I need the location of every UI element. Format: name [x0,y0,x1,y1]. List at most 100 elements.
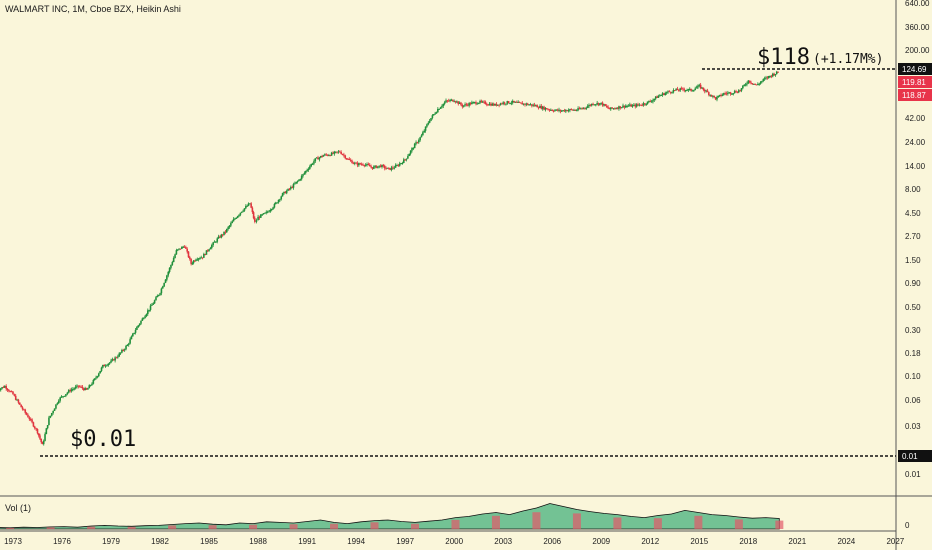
candle-body [401,162,404,164]
candle-body [770,75,773,77]
candle-body [630,104,632,107]
chart-title: WALMART INC, 1M, Cboe BZX, Heikin Ashi [5,4,181,14]
candle-body [291,187,293,189]
candle-body [287,188,289,191]
candle-body [614,108,616,110]
candle-body [392,167,394,169]
candle-body [605,105,608,107]
candle-body [755,84,758,86]
candle-body [20,404,22,408]
candle-body [251,207,254,213]
candle-body [190,258,192,264]
candle-body [347,158,349,160]
candle-body [405,158,408,160]
candle-body [386,167,389,169]
candle-body [72,388,74,390]
candle-body [49,415,52,418]
candle-body [424,126,427,131]
candle-body [37,433,40,436]
candle-body [487,104,490,106]
candle-body [52,411,54,414]
candle-body [225,228,228,233]
candle-body [663,93,665,95]
candle-body [678,90,680,92]
candle-body [464,104,466,106]
candle-body [656,96,658,98]
candle-body [153,300,156,304]
volume-down-bar [491,515,500,529]
candle-body [171,262,174,265]
candle-body [427,122,430,125]
candle-body [402,159,405,163]
candle-body [570,109,573,111]
candle-body [698,84,701,86]
candle-body [532,104,534,106]
volume-down-bar [410,523,419,529]
candle-body [304,170,307,173]
candle-body [777,71,779,73]
candle-body [506,101,509,104]
candle-body [330,152,333,156]
candle-body [609,107,612,110]
candle-body [728,92,731,94]
candle-body [528,104,530,106]
candle-body [472,102,475,104]
x-tick-label: 2015 [690,537,708,546]
candle-body [456,101,458,103]
candle-body [81,386,84,389]
candle-body [654,96,657,99]
candle-body [379,165,382,168]
y-tick-label: 0.06 [905,396,921,405]
candle-body [644,103,646,105]
candle-body [752,83,755,85]
candle-body [441,106,443,108]
candle-body [167,271,170,276]
candle-body [562,110,564,112]
candle-body [382,165,385,167]
candle-body [14,395,17,400]
candle-body [345,158,348,160]
candle-body [575,110,578,112]
candle-body [759,82,762,84]
candle-body [735,91,737,93]
candle-body [624,105,627,108]
candle-body [223,231,225,235]
candle-body [31,419,33,423]
x-tick-label: 2006 [543,537,561,546]
candle-body [130,336,133,340]
candle-body [156,295,159,298]
candle-body [434,113,436,115]
candle-body [683,89,686,91]
end-change-annotation: (+1.17M%) [813,52,883,67]
candle-body [501,103,503,105]
candle-body [627,105,630,107]
candle-body [660,94,662,96]
candle-body [164,279,167,283]
volume-down-bar [330,523,339,529]
candle-body [302,174,304,176]
volume-down-bar [289,524,298,529]
candle-body [296,181,299,183]
candle-body [481,101,484,103]
candle-body [322,155,325,157]
candle-body [32,422,35,427]
candle-body [254,218,256,222]
candle-body [57,400,60,404]
y-tick-label: 0.18 [905,349,921,358]
candle-body [333,151,336,154]
candle-body [524,103,526,105]
candle-body [50,413,53,416]
candle-body [310,164,313,167]
candle-body [199,258,201,260]
candle-body [270,209,273,211]
candle-body [623,105,626,108]
candle-body [136,327,138,330]
candle-body [661,93,664,95]
candle-body [107,363,110,366]
candle-body [558,109,560,111]
candle-body [603,104,605,106]
candle-body [616,108,619,110]
candle-body [509,103,511,105]
candle-body [204,254,206,256]
